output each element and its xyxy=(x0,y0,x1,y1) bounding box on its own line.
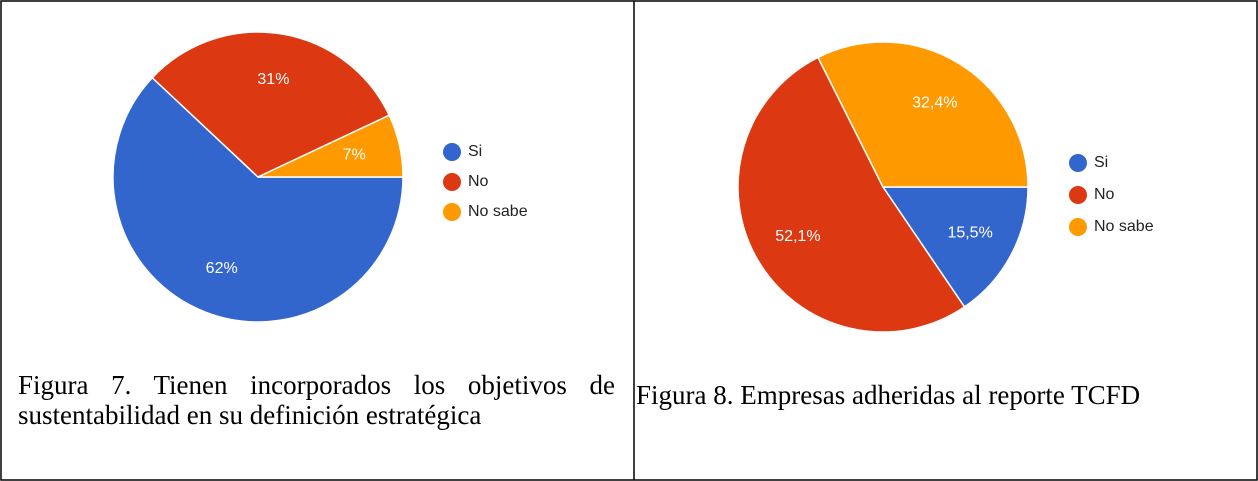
legend-swatch xyxy=(1069,218,1087,236)
legend-label: No sabe xyxy=(468,203,528,220)
slice-label: 7% xyxy=(343,147,366,164)
legend-swatch xyxy=(1069,186,1087,204)
legend-label: Si xyxy=(1094,154,1108,171)
pie-slice xyxy=(737,56,966,333)
pie-slice xyxy=(881,186,1029,308)
pie-slice xyxy=(112,76,404,323)
slice-label: 32,4% xyxy=(912,94,957,111)
slice-label: 52,1% xyxy=(775,228,820,245)
legend-label: No xyxy=(1094,186,1115,203)
pie-slice xyxy=(816,41,1029,188)
legend-label: No xyxy=(468,173,489,190)
legend-swatch xyxy=(443,203,461,221)
caption: Figura 7. Tienen incorporados los objeti… xyxy=(18,370,615,430)
legend-swatch xyxy=(443,143,461,161)
pie-slice xyxy=(257,114,404,178)
caption: Figura 8. Empresas adheridas al reporte … xyxy=(636,380,1141,410)
legend-swatch xyxy=(443,173,461,191)
legend-label: Si xyxy=(468,143,482,160)
legend-label: No sabe xyxy=(1094,218,1154,235)
slice-label: 15,5% xyxy=(947,224,992,241)
slice-label: 31% xyxy=(257,71,289,88)
legend-swatch xyxy=(1069,154,1087,172)
slice-label: 62% xyxy=(206,260,238,277)
pie-slice xyxy=(151,31,391,178)
